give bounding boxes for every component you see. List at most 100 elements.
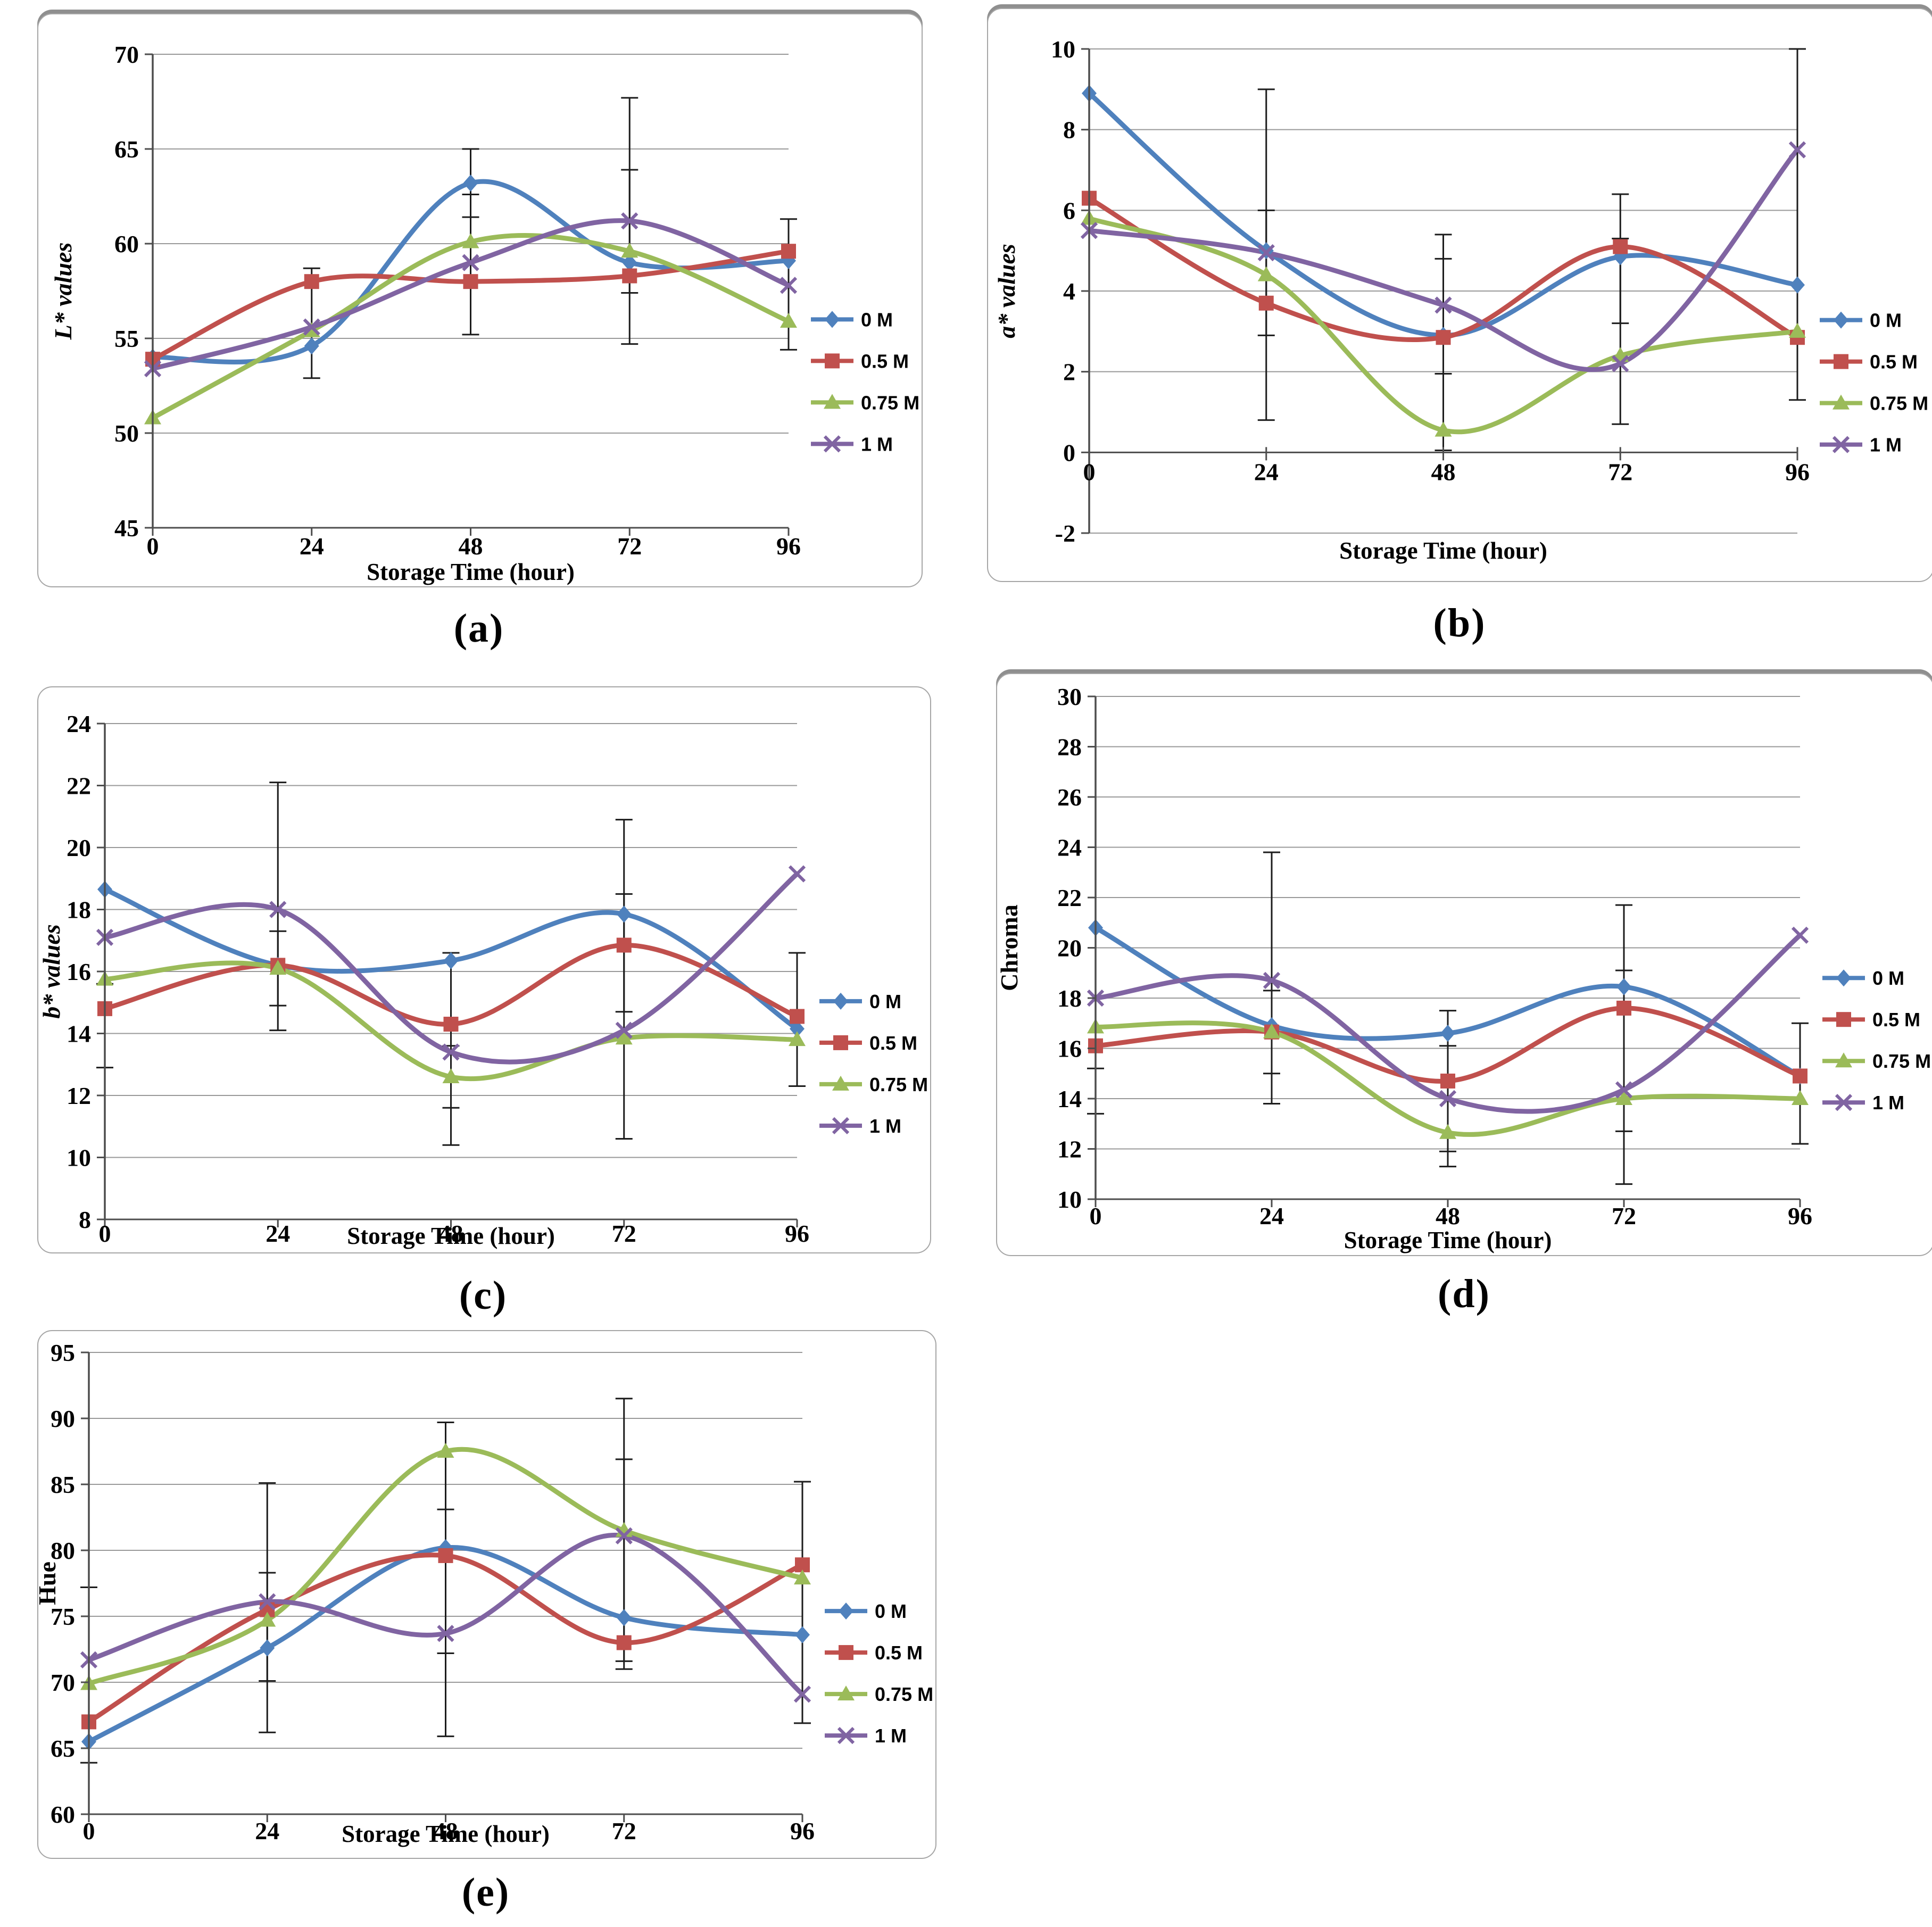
data-point-0.75-M xyxy=(1439,1124,1456,1139)
chart-panel-e: 60 65 70 75 80 85 90 95 0 24 48 72 96 Hue Storage Time… xyxy=(37,1330,936,1916)
y-tick-labels: -2 0 2 4 6 8 10 xyxy=(1051,36,1075,547)
y-tick-label: 10 xyxy=(1051,36,1075,63)
series-line-1-M xyxy=(86,1532,805,1697)
data-point-1-M xyxy=(793,1685,811,1703)
square-marker xyxy=(1436,330,1451,345)
x-tick-labels: 0 24 48 72 96 xyxy=(1083,458,1810,485)
square-marker xyxy=(304,274,319,289)
x-marker-stroke xyxy=(823,435,841,453)
legend-marker-square xyxy=(1836,1012,1851,1027)
data-point-0-M xyxy=(260,1639,275,1657)
x-tick-label: 48 xyxy=(1431,458,1456,485)
y-tick-label: 14 xyxy=(1057,1085,1082,1112)
chart-a: 45 50 55 60 65 70 0 24 48 72 96 L* values Storage Ti… xyxy=(49,41,919,585)
error-bars xyxy=(1257,48,1806,452)
data-point-0.75-M xyxy=(780,312,797,328)
data-point-0.75-M xyxy=(1435,421,1452,437)
x-tick-label: 72 xyxy=(1612,1202,1636,1230)
legend-label: 1 M xyxy=(1872,1092,1904,1114)
data-point-0-M xyxy=(304,337,319,355)
data-point-0.5-M xyxy=(1616,1000,1631,1016)
data-point-0.75-M xyxy=(621,243,639,258)
square-marker xyxy=(833,1035,848,1050)
y-tick-label: 28 xyxy=(1057,734,1082,761)
legend-label: 1 M xyxy=(1870,434,1902,456)
data-point-1-M xyxy=(303,318,320,336)
x-marker-stroke xyxy=(1263,971,1281,990)
data-point-1-M xyxy=(1439,1090,1457,1108)
diamond-marker xyxy=(1834,311,1848,329)
data-point-0.5-M xyxy=(304,274,319,289)
data-point-0.75-M xyxy=(615,1029,633,1045)
chart-panel-c: 8 10 12 14 16 18 20 22 24 0 24 48 72 96 b* values Stora… xyxy=(37,686,931,1319)
chart-panel-d: 10 12 14 16 18 20 22 24 26 28 30 0 24 48 72 96 Chroma Sto… xyxy=(996,673,1932,1317)
x-tick-label: 72 xyxy=(617,533,642,560)
y-tick-label: 60 xyxy=(114,230,139,258)
y-tick-label: 16 xyxy=(67,958,91,985)
x-tick-label: 72 xyxy=(612,1220,636,1247)
y-tick-label: 70 xyxy=(114,41,139,68)
triangle-marker xyxy=(832,1075,849,1091)
x-tick-label: 0 xyxy=(99,1220,111,1247)
legend: 0 M 0.5 M 0.75 M 1 M xyxy=(811,309,919,455)
x-marker-stroke xyxy=(442,1043,460,1061)
diamond-marker xyxy=(443,952,459,969)
diamond-marker xyxy=(616,1609,632,1626)
y-tick-label: 4 xyxy=(1063,278,1075,305)
x-tick-label: 72 xyxy=(612,1817,636,1845)
triangle-marker xyxy=(1833,394,1850,410)
data-point-0.75-M xyxy=(794,1569,811,1585)
x-marker-stroke xyxy=(621,212,639,230)
y-tick-label: 85 xyxy=(51,1471,75,1498)
data-point-0-M xyxy=(616,1609,632,1626)
diamond-marker xyxy=(790,1020,805,1037)
x-marker-stroke xyxy=(1439,1090,1457,1108)
square-marker xyxy=(825,353,840,369)
x-marker-stroke xyxy=(615,1527,633,1544)
triangle-marker xyxy=(1435,421,1452,437)
legend-item-1-M: 1 M xyxy=(1820,434,1902,456)
data-point-0-M xyxy=(443,952,459,969)
x-marker-stroke xyxy=(793,1685,811,1703)
y-tick-labels: 45 50 55 60 65 70 xyxy=(114,41,139,542)
series-markers xyxy=(80,1443,811,1750)
x-marker-stroke xyxy=(303,318,320,336)
x-tick-label: 24 xyxy=(255,1817,279,1845)
diamond-marker xyxy=(1440,1025,1455,1042)
square-marker xyxy=(1836,1012,1851,1027)
triangle-marker xyxy=(824,394,841,409)
legend-marker-x-cross xyxy=(832,1117,850,1135)
y-tick-label: 22 xyxy=(1057,884,1082,911)
data-point-0.5-M xyxy=(622,268,637,284)
legend-item-1-M: 1 M xyxy=(825,1725,907,1747)
triangle-marker xyxy=(462,233,479,248)
legend-marker-square xyxy=(825,353,840,369)
data-point-0.75-M xyxy=(442,1068,460,1084)
legend-marker-diamond xyxy=(833,992,848,1010)
square-marker xyxy=(443,1017,459,1032)
legend-item-1-M: 1 M xyxy=(811,433,893,455)
x-tick-label: 0 xyxy=(1083,458,1096,485)
y-tick-label: 16 xyxy=(1057,1035,1082,1062)
legend-item-0.75-M: 0.75 M xyxy=(811,392,919,413)
legend-item-0-M: 0 M xyxy=(1820,310,1902,331)
diamond-marker xyxy=(304,337,319,355)
y-axis-title: Hue xyxy=(38,1561,61,1605)
triangle-marker xyxy=(794,1569,811,1585)
x-marker-stroke xyxy=(1257,244,1275,262)
square-marker xyxy=(1613,239,1628,254)
square-marker xyxy=(616,1635,632,1650)
x-tick-label: 0 xyxy=(83,1817,95,1845)
data-point-1-M xyxy=(1615,1081,1633,1099)
legend-label: 0.5 M xyxy=(861,350,909,372)
y-tick-label: 45 xyxy=(114,514,139,542)
square-marker xyxy=(616,937,632,953)
x-marker-stroke xyxy=(269,901,287,918)
data-point-0-M xyxy=(1790,276,1805,294)
y-tick-label: 30 xyxy=(1057,683,1082,710)
x-marker-stroke xyxy=(259,1593,276,1610)
data-point-1-M xyxy=(621,212,639,230)
data-point-0.75-M xyxy=(1615,1090,1632,1105)
y-axis-title: Chroma xyxy=(997,904,1023,991)
